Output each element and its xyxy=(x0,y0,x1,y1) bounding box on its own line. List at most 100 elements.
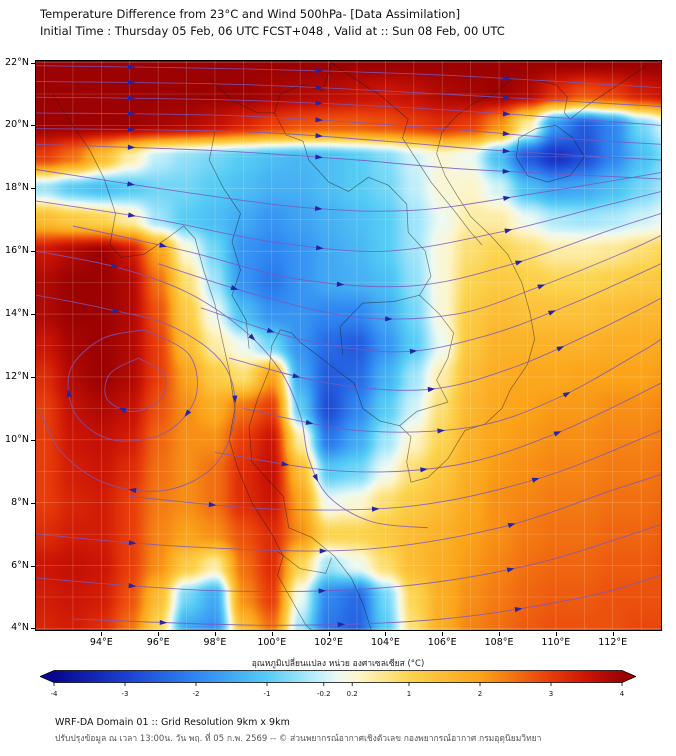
wind-arrow-icon xyxy=(314,205,323,212)
colorbar-tick-label: -4 xyxy=(50,690,58,698)
streamline xyxy=(67,329,198,442)
wind-arrow-icon xyxy=(159,242,168,248)
wind-arrow-icon xyxy=(502,111,511,117)
x-tick-label: 94°E xyxy=(89,637,113,648)
colorbar-tick-label: 3 xyxy=(548,690,554,698)
streamline xyxy=(214,382,661,473)
x-tick-label: 112°E xyxy=(598,637,628,648)
figure-title: Temperature Difference from 23°C and Win… xyxy=(40,7,461,21)
streamline xyxy=(36,473,661,552)
streamline xyxy=(72,574,661,626)
x-tick-mark xyxy=(499,632,501,636)
wind-arrow-icon xyxy=(110,263,119,269)
x-tick-label: 96°E xyxy=(146,637,170,648)
wind-arrow-icon xyxy=(305,419,314,425)
x-tick-mark xyxy=(555,632,557,636)
y-tick-label: 18°N xyxy=(5,182,29,194)
wind-arrow-icon xyxy=(315,117,324,123)
wind-arrow-icon xyxy=(127,181,135,187)
temperature-heatmap-canvas xyxy=(36,61,661,630)
x-tick-mark xyxy=(612,632,614,636)
wind-arrow-icon xyxy=(112,307,120,313)
x-tick-label: 104°E xyxy=(370,637,400,648)
wind-arrow-icon xyxy=(127,79,136,86)
streamline xyxy=(36,112,661,145)
streamline xyxy=(36,96,661,126)
y-tick-label: 20°N xyxy=(5,119,29,131)
colorbar-gradient xyxy=(40,670,636,683)
wind-arrow-icon xyxy=(507,523,516,529)
x-tick-label: 110°E xyxy=(541,637,571,648)
x-tick-mark xyxy=(214,632,216,636)
y-tick-label: 10°N xyxy=(5,433,29,445)
wind-arrow-icon xyxy=(66,389,72,398)
x-tick-mark xyxy=(271,632,273,636)
wind-arrow-icon xyxy=(409,348,418,354)
wind-arrow-icon xyxy=(437,428,445,434)
wind-arrow-icon xyxy=(502,148,511,154)
wind-arrow-icon xyxy=(232,395,238,404)
streamline xyxy=(243,338,661,433)
wind-arrow-icon xyxy=(312,473,318,482)
wind-arrow-icon xyxy=(128,583,137,589)
y-tick-mark xyxy=(31,565,35,567)
x-tick-mark xyxy=(442,632,444,636)
wind-arrow-icon xyxy=(537,284,546,290)
wind-arrow-icon xyxy=(118,408,127,414)
wind-arrow-icon xyxy=(371,506,380,512)
wind-arrow-icon xyxy=(208,501,217,508)
wind-arrow-icon xyxy=(184,409,192,417)
colorbar-tick-label: -3 xyxy=(121,690,129,698)
colorbar-tick-label: -1 xyxy=(263,690,271,698)
y-tick-label: 6°N xyxy=(11,559,29,571)
colorbar-tick-label: 4 xyxy=(619,690,625,698)
streamline xyxy=(36,169,661,212)
streamline xyxy=(36,128,661,161)
wind-arrow-icon xyxy=(315,154,323,160)
wind-arrow-icon xyxy=(562,391,571,398)
wind-arrow-icon xyxy=(127,95,136,101)
wind-arrow-icon xyxy=(420,467,428,473)
wind-arrow-icon xyxy=(315,84,323,91)
map-plot-area xyxy=(35,60,662,631)
wind-arrow-icon xyxy=(514,607,523,613)
wind-arrow-icon xyxy=(553,431,562,437)
coastlines xyxy=(52,62,647,630)
wind-arrow-icon xyxy=(281,461,290,467)
wind-arrow-icon xyxy=(128,540,137,546)
x-tick-label: 98°E xyxy=(203,637,227,648)
wind-arrow-icon xyxy=(556,346,565,352)
y-tick-mark xyxy=(31,628,35,630)
wind-arrow-icon xyxy=(230,285,239,291)
y-tick-label: 22°N xyxy=(5,56,29,68)
y-tick-mark xyxy=(31,188,35,190)
streamline xyxy=(36,65,661,89)
footer-update-info: ปรับปรุงข้อมูล ณ เวลา 13:00น. วัน พฤ. ที… xyxy=(55,734,542,744)
footer-domain-info: WRF-DA Domain 01 :: Grid Resolution 9km … xyxy=(55,717,290,728)
wind-arrow-icon xyxy=(315,68,323,74)
streamline xyxy=(72,213,661,288)
colorbar-tick-label: 1 xyxy=(406,690,412,698)
wind-arrow-icon xyxy=(385,316,393,322)
wind-arrow-icon xyxy=(547,310,556,316)
wind-arrow-icon xyxy=(336,281,345,287)
wind-arrow-icon xyxy=(427,386,436,393)
colorbar-tick-label: -2 xyxy=(192,690,200,698)
wind-arrow-icon xyxy=(504,228,513,234)
wind-arrow-icon xyxy=(502,168,511,174)
y-tick-label: 8°N xyxy=(11,496,29,508)
y-tick-label: 12°N xyxy=(5,370,29,382)
wind-arrow-icon xyxy=(266,327,275,333)
streamline xyxy=(36,143,661,180)
wind-arrow-icon xyxy=(315,133,324,139)
x-tick-mark xyxy=(101,632,103,636)
x-tick-label: 108°E xyxy=(484,637,514,648)
colorbar-tick-label: 2 xyxy=(477,690,483,698)
wind-arrow-icon xyxy=(315,100,323,106)
y-tick-mark xyxy=(31,439,35,441)
wind-arrow-icon xyxy=(502,130,511,137)
streamline xyxy=(104,357,167,412)
wind-arrow-icon xyxy=(531,477,540,483)
wind-arrow-icon xyxy=(127,212,136,218)
